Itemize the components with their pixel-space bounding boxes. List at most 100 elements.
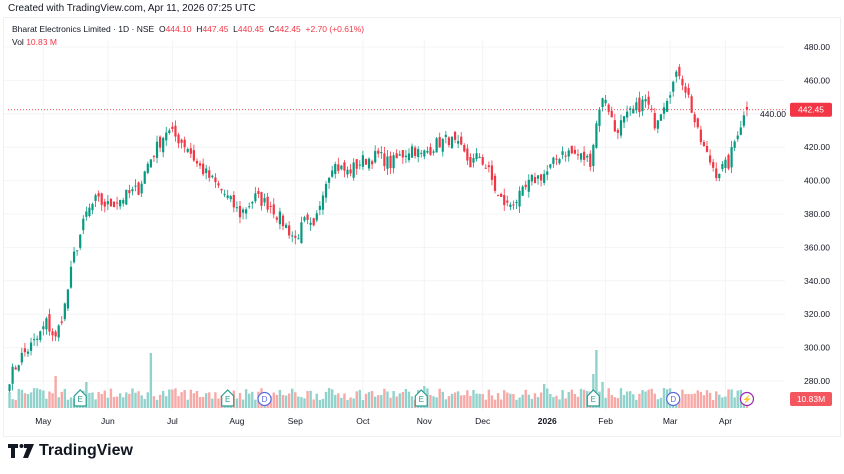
volume-bar [303,398,306,408]
volume-bar [705,390,709,408]
volume-bar [659,397,663,408]
volume-bar [484,399,487,408]
volume-bar [364,393,368,408]
candle-down [180,139,183,143]
candle-up [380,151,383,154]
volume-bar [14,399,17,408]
candle-down [401,150,404,158]
ohlc-legend: Bharat Electronics Limited · 1D · NSE O4… [12,24,364,34]
volume-bar [521,394,524,408]
candle-down [383,153,386,167]
candle-down [684,86,687,93]
candle-down [349,169,352,174]
candle-up [88,207,91,217]
volume-bar [579,388,583,408]
candle-down [484,167,487,169]
candle-up [42,326,45,330]
candle-up [374,151,377,163]
volume-bar [201,396,205,408]
candle-up [146,163,149,173]
volume-bar [97,392,100,408]
volume-bar [730,389,733,408]
candle-up [404,155,407,158]
candle-down [650,108,653,110]
candle-up [730,147,733,168]
volume-bar [106,397,110,408]
candle-up [398,154,401,156]
x-tick-label: Aug [229,416,244,426]
candle-down [198,163,202,166]
volume-bar [355,391,358,408]
candle-up [69,266,73,288]
candle-up [291,235,294,237]
volume-bar [490,395,494,408]
candle-up [601,98,604,108]
volume-bar [573,393,577,408]
candle-down [496,195,500,197]
tradingview-logo[interactable]: TradingView [8,442,133,460]
volume-bar [441,391,444,408]
candle-up [435,138,438,153]
volume-bar [337,393,340,408]
candle-up [155,141,159,158]
last-volume-tag [790,392,832,406]
candle-up [549,164,552,168]
volume-bar [475,393,478,408]
volume-bar [681,389,684,408]
candle-up [26,351,30,354]
volume-bar [487,389,491,408]
candle-down [137,182,140,195]
candle-down [220,188,223,191]
volume-bar [128,393,131,408]
volume-bar [57,397,60,408]
volume-bar [444,399,448,408]
volume-bar [103,390,106,408]
volume-bar [8,392,11,408]
symbol-title[interactable]: Bharat Electronics Limited · 1D · NSE [12,24,155,34]
volume-bar [481,394,484,408]
candle-down [481,157,484,165]
candle-down [371,161,374,165]
volume-bar [180,392,183,408]
volume-bar [533,393,537,408]
volume-bar [51,393,54,408]
volume-bar [607,388,610,408]
volume-bar [11,399,14,408]
volume-bar [432,396,435,408]
earnings-event-icon [73,389,87,407]
price-chart[interactable]: 480.00 460.00 440.00 420.00 400.00 380.00 360.… [0,0,844,440]
y-tick-label: 320.00 [804,309,830,319]
candle-down [678,66,681,77]
candle-down [493,175,497,191]
event-label: E [591,395,596,404]
candle-down [171,126,174,130]
candle-up [724,159,727,168]
volume-bar [195,390,199,408]
volume-bar [324,391,328,408]
candle-up [622,116,626,123]
volume-bar [429,394,432,408]
volume-bar [186,399,189,408]
volume-bar [552,397,555,408]
candle-down [687,87,690,95]
volume-bar [161,390,165,408]
y-tick-label: 360.00 [804,242,830,252]
volume-bar [247,393,251,408]
volume-value: 10.83 M [26,37,57,47]
candle-down [312,218,315,226]
candle-up [248,206,251,208]
candle-up [352,162,355,178]
volume-bar [570,389,574,408]
candle-down [192,150,195,161]
volume-bar [377,395,380,408]
candle-down [377,150,380,154]
y-tick-label: 440.00 [760,109,786,119]
candle-up [530,175,533,182]
volume-bar [118,393,122,408]
candle-down [189,148,192,154]
volume-bar [125,392,128,408]
volume-bar [177,396,180,408]
candle-down [355,159,358,169]
volume-bar [115,396,119,408]
volume-bar [601,382,604,408]
